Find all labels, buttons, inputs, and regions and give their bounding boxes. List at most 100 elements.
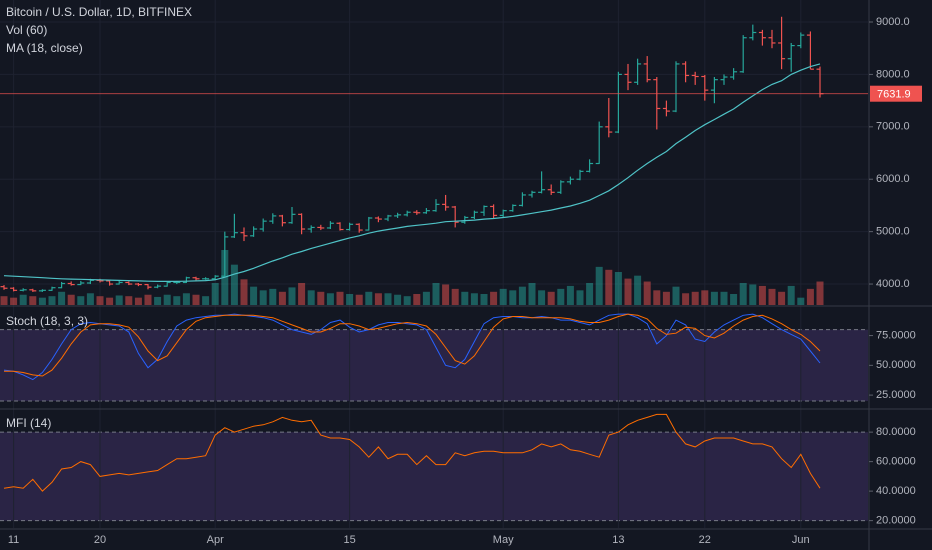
volume-bar [413, 294, 421, 305]
volume-bar [739, 283, 747, 305]
volume-bar [470, 293, 478, 305]
volume-bar [77, 296, 85, 305]
volume-bar [528, 283, 536, 305]
volume-title: Vol (60) [6, 23, 47, 37]
ma-title: MA (18, close) [6, 41, 83, 55]
volume-bar [86, 293, 94, 305]
volume-bar [787, 285, 795, 305]
volume-bar [211, 283, 219, 305]
volume-bar [278, 291, 286, 305]
x-tick-label: 20 [94, 534, 106, 546]
volume-bar [701, 290, 709, 305]
y-tick-label: 5000.0 [876, 226, 910, 238]
volume-bar [250, 286, 258, 305]
series-line [3, 313, 821, 381]
volume-bar [595, 266, 603, 305]
axes: 4000.0 5000.0 6000.0 7000.0 8000.0 9000.0 7631… [8, 16, 922, 546]
volume-bar [653, 290, 661, 305]
volume-bar [720, 291, 728, 305]
volume-bar [432, 283, 440, 305]
volume-bar [38, 297, 46, 305]
volume-bar [29, 296, 37, 305]
volume-bar [182, 293, 190, 305]
y-tick-label: 7000.0 [876, 121, 910, 133]
volume-bar [499, 288, 507, 305]
volume-bar [710, 291, 718, 305]
y-tick-label: 40.0000 [876, 485, 916, 497]
volume-bar [67, 294, 75, 305]
chart-title: Bitcoin / U.S. Dollar, 1D, BITFINEX [6, 5, 192, 19]
volume-bar [624, 278, 632, 305]
band-fill [0, 432, 868, 521]
volume-bar [115, 295, 123, 305]
volume-bar [538, 290, 546, 305]
volume-bar [163, 294, 171, 305]
x-tick-label: Jun [792, 534, 810, 546]
volume-bar [154, 296, 162, 305]
volume-bar [384, 293, 392, 305]
x-tick-label: 11 [8, 534, 19, 546]
marks [0, 16, 868, 492]
volume-bar [730, 294, 738, 305]
volume-bar [96, 296, 104, 305]
volume-bar [816, 281, 824, 305]
volume-bar [422, 291, 430, 305]
volume-bar [374, 293, 382, 305]
volume-bar [672, 286, 680, 305]
y-tick-label: 80.0000 [876, 426, 916, 438]
volume-bar [202, 296, 210, 305]
volume-bar [806, 288, 814, 305]
x-tick-label: May [493, 534, 514, 546]
volume-bar [547, 291, 555, 305]
volume-bar [144, 294, 152, 305]
y-tick-label: 9000.0 [876, 16, 910, 28]
volume-bar [58, 291, 66, 305]
volume-bar [355, 294, 363, 305]
volume-bar [768, 288, 776, 305]
volume-bar [509, 290, 517, 305]
volume-bar [125, 296, 133, 305]
volume-bar [48, 296, 56, 305]
y-tick-label: 60.0000 [876, 456, 916, 468]
volume-bar [240, 279, 248, 305]
volume-bar [605, 269, 613, 305]
y-tick-label: 4000.0 [876, 278, 910, 290]
volume-bar [19, 294, 27, 305]
last-price-box [870, 85, 922, 102]
x-tick-label: 15 [343, 534, 355, 546]
volume-bar [490, 291, 498, 305]
volume-bar [106, 297, 114, 305]
y-tick-label: 6000.0 [876, 173, 910, 185]
volume-bar [298, 283, 306, 305]
x-tick-label: 13 [612, 534, 624, 546]
volume-bar [451, 288, 459, 305]
volume-bar [758, 285, 766, 305]
y-tick-label: 75.0000 [876, 329, 916, 341]
volume-bar [336, 291, 344, 305]
volume-bar [269, 288, 277, 305]
volume-bar [557, 288, 565, 305]
series-line [4, 313, 821, 377]
volume-bar [749, 284, 757, 305]
volume-bar [797, 297, 805, 305]
volume-bar [634, 275, 642, 305]
volume-bar [576, 290, 584, 305]
volume-bar [288, 287, 296, 305]
volume-bar [662, 291, 670, 305]
last-price-label: 7631.9 [877, 89, 911, 101]
volume-bar [307, 290, 315, 305]
volume-bar [403, 296, 411, 305]
y-tick-label: 8000.0 [876, 68, 910, 80]
volume-bar [480, 294, 488, 305]
volume-bar [0, 296, 8, 305]
volume-bar [317, 291, 325, 305]
volume-bar [566, 285, 574, 305]
y-tick-label: 20.0000 [876, 515, 916, 527]
volume-bar [643, 281, 651, 305]
volume-bar [461, 291, 469, 305]
mfi-title: MFI (14) [6, 416, 51, 430]
volume-bar [691, 291, 699, 305]
